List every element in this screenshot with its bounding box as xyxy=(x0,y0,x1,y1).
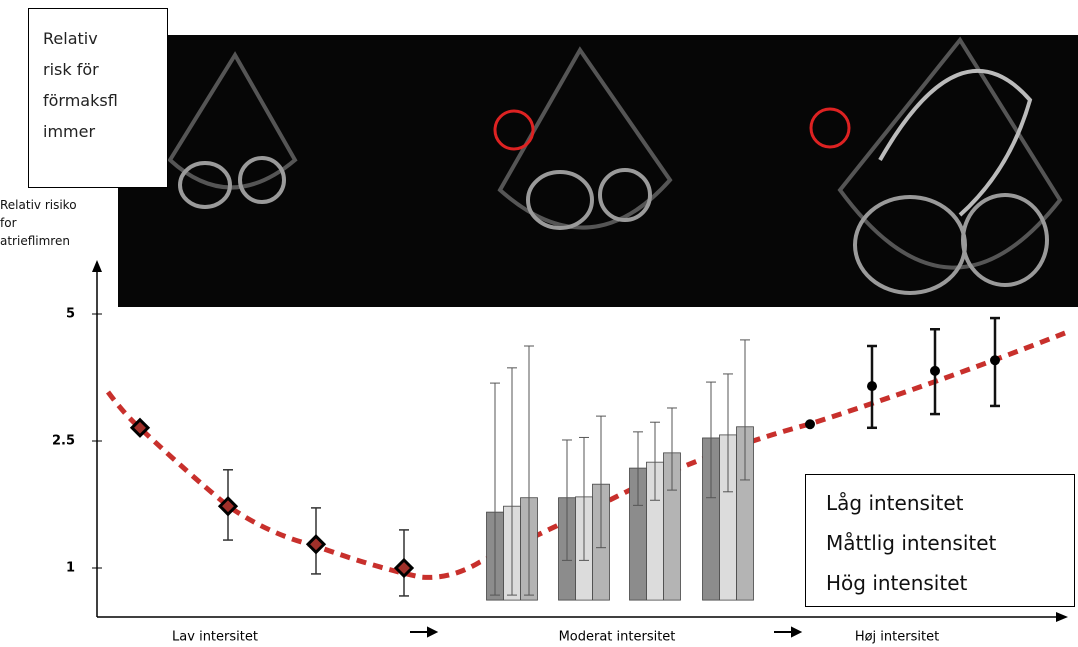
point xyxy=(990,355,1000,365)
point xyxy=(930,366,940,376)
x-tick-label: Lav intersitet xyxy=(172,630,258,645)
y-tick-label: 1 xyxy=(66,561,75,576)
diamond-point xyxy=(308,536,324,552)
box-title: Relativ risk för förmaksflimmer xyxy=(28,8,168,188)
box-title-text: Relativ risk för förmaksflimmer xyxy=(43,23,121,147)
point xyxy=(805,419,815,429)
y-tick-label: 2.5 xyxy=(52,434,75,449)
point xyxy=(867,381,877,391)
x-tick-label: Moderat intersitet xyxy=(559,630,676,645)
axis-arrow xyxy=(1056,612,1068,622)
legend-entry: Låg intensitet xyxy=(826,483,1074,523)
x-tick-label: Høj intersitet xyxy=(855,630,939,645)
axis-arrow xyxy=(92,260,102,272)
legend-entry: Måttlig intensitet xyxy=(826,523,1074,563)
y-tick-label: 5 xyxy=(66,307,75,322)
page: 1 2.5 5 Lav intersitet Moderat intersitet Høj… xyxy=(0,0,1078,647)
legend-entry: Hög intensitet xyxy=(826,563,1074,603)
y-axis-label: Relativ risiko for atrieflimren xyxy=(0,196,90,250)
